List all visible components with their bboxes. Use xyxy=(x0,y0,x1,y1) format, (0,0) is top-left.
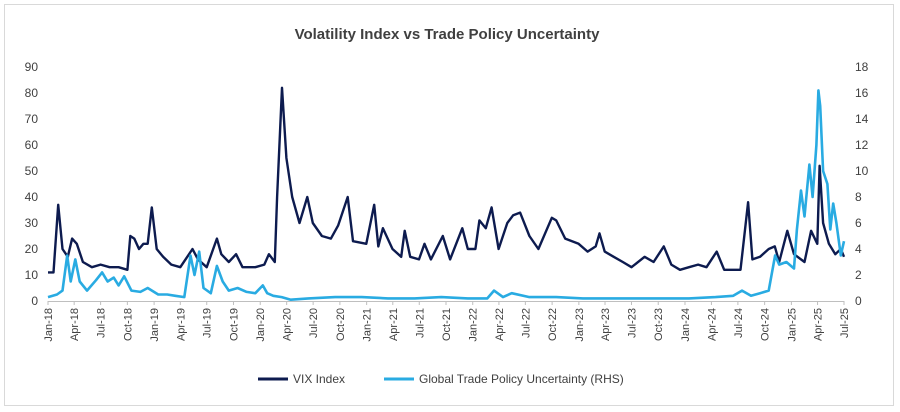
x-tick-label: Jan-19 xyxy=(149,308,161,342)
x-tick-label: Jul-19 xyxy=(202,308,214,338)
x-tick-label: Jul-20 xyxy=(308,308,320,338)
x-tick-label: Apr-18 xyxy=(69,308,81,341)
legend: VIX Index Global Trade Policy Uncertainty… xyxy=(258,372,624,386)
left-tick-label: 0 xyxy=(31,294,38,308)
x-tick-label: Apr-19 xyxy=(175,308,187,341)
right-tick-label: 16 xyxy=(855,86,869,100)
x-tick-label: Oct-22 xyxy=(547,308,559,341)
legend-item-tpu-label: Global Trade Policy Uncertainty (RHS) xyxy=(419,372,624,386)
right-tick-label: 6 xyxy=(855,216,862,230)
x-tick-label: Jul-25 xyxy=(839,308,851,338)
x-tick-label: Oct-23 xyxy=(653,308,665,341)
x-tick-label: Jul-24 xyxy=(733,308,745,338)
x-tick-label: Jul-18 xyxy=(96,308,108,338)
x-tick-label: Oct-20 xyxy=(335,308,347,341)
plot-area xyxy=(47,86,846,302)
right-axis-ticks: 0 2 4 6 8 10 12 14 16 18 xyxy=(855,60,869,308)
right-tick-label: 12 xyxy=(855,138,869,152)
right-tick-label: 2 xyxy=(855,268,862,282)
x-tick-label: Apr-23 xyxy=(600,308,612,341)
x-tick-label: Apr-24 xyxy=(706,308,718,341)
x-axis-ticks: Jan-18 Apr-18 Jul-18 Oct-18 Jan-19 Apr-19 Jul-… xyxy=(43,301,851,342)
left-tick-label: 80 xyxy=(25,86,39,100)
left-tick-label: 60 xyxy=(25,138,39,152)
x-tick-label: Jan-25 xyxy=(786,308,798,342)
x-tick-label: Apr-20 xyxy=(282,308,294,341)
chart-frame xyxy=(4,4,894,406)
x-tick-label: Jan-20 xyxy=(255,308,267,342)
x-tick-label: Jan-22 xyxy=(468,308,480,342)
x-tick-label: Jul-23 xyxy=(626,308,638,338)
right-tick-label: 18 xyxy=(855,60,869,74)
legend-item-vix-label: VIX Index xyxy=(293,372,345,386)
left-axis-ticks: 0 10 20 30 40 50 60 70 80 90 xyxy=(25,60,39,308)
x-tick-label: Jan-21 xyxy=(362,308,374,342)
left-tick-label: 20 xyxy=(25,242,39,256)
trade-policy-uncertainty-line xyxy=(47,89,846,302)
x-tick-label: Oct-19 xyxy=(228,308,240,341)
x-tick-label: Jan-18 xyxy=(43,308,55,342)
x-tick-label: Jan-24 xyxy=(680,308,692,342)
right-tick-label: 14 xyxy=(855,112,869,126)
right-tick-label: 0 xyxy=(855,294,862,308)
x-tick-label: Apr-21 xyxy=(388,308,400,341)
left-tick-label: 10 xyxy=(25,268,39,282)
x-tick-label: Oct-21 xyxy=(441,308,453,341)
right-tick-label: 8 xyxy=(855,190,862,204)
x-tick-label: Oct-18 xyxy=(122,308,134,341)
right-tick-label: 4 xyxy=(855,242,862,256)
x-tick-label: Jul-22 xyxy=(520,308,532,338)
chart-title: Volatility Index vs Trade Policy Uncerta… xyxy=(295,26,600,43)
right-tick-label: 10 xyxy=(855,164,869,178)
left-tick-label: 40 xyxy=(25,190,39,204)
vix-index-line xyxy=(48,86,846,274)
left-tick-label: 30 xyxy=(25,216,39,230)
x-tick-label: Oct-24 xyxy=(760,308,772,341)
x-tick-label: Jul-21 xyxy=(414,308,426,338)
left-tick-label: 50 xyxy=(25,164,39,178)
x-tick-label: Apr-22 xyxy=(494,308,506,341)
x-tick-label: Apr-25 xyxy=(813,308,825,341)
left-tick-label: 70 xyxy=(25,112,39,126)
left-tick-label: 90 xyxy=(25,60,39,74)
x-tick-label: Jan-23 xyxy=(574,308,586,342)
